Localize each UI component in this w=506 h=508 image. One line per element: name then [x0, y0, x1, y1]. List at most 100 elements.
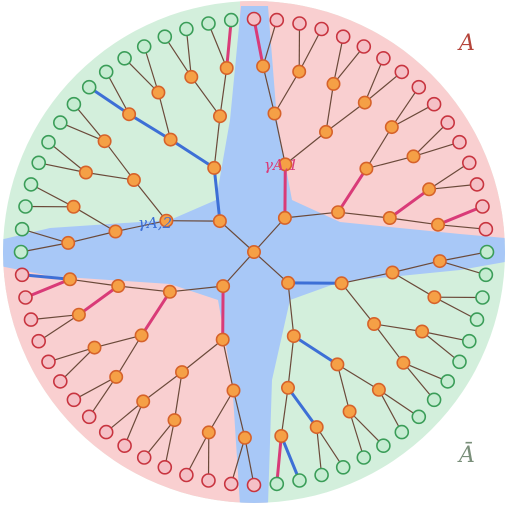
cut-edge-a1-10	[24, 277, 72, 299]
edge-l5-6	[364, 58, 384, 103]
edge-l4-5	[366, 155, 414, 170]
bulk-node-l4-28	[122, 107, 137, 122]
bulk-node-l4-1	[292, 64, 307, 79]
edge-l5-23	[402, 362, 435, 401]
bulk-node-l2-5	[162, 284, 177, 299]
boundary-node-20	[461, 333, 477, 349]
edge-l4-13	[336, 364, 351, 412]
edge-l5-1	[262, 19, 278, 67]
boundary-node-8	[411, 79, 427, 95]
boundary-node-47	[14, 267, 30, 283]
bulk-node-l4-30	[184, 69, 199, 84]
bulk-node-l3-2	[359, 161, 374, 176]
bulk-node-l4-15	[274, 428, 289, 443]
edge-l5-43	[48, 347, 95, 363]
boundary-node-3	[314, 21, 329, 37]
edge-l4-9	[392, 271, 435, 298]
edge-l3-5	[341, 282, 375, 325]
boundary-node-33	[223, 476, 239, 492]
boundary-node-6	[376, 50, 391, 66]
boundary-node-23	[426, 392, 442, 408]
edge-l2-3	[287, 282, 295, 337]
edge-l3-4	[341, 271, 393, 284]
edge-l5-40	[88, 376, 117, 418]
bulk-node-l3-8	[226, 383, 241, 398]
edge-l5-10	[413, 122, 449, 157]
boundary-node-1	[269, 12, 285, 28]
edge-l5-38	[124, 401, 144, 446]
edge-l5-35	[185, 432, 210, 476]
boundary-node-45	[23, 312, 39, 327]
boundary-node-4	[335, 29, 351, 45]
bulk-node-l3-7	[280, 380, 295, 395]
edge-l3-15	[213, 116, 221, 168]
edge-layer	[20, 17, 488, 486]
edge-l3-1	[284, 131, 327, 165]
edge-l2-5	[169, 285, 224, 293]
boundary-node-15	[478, 221, 494, 237]
bulk-node-l3-14	[163, 132, 178, 147]
boundary-node-43	[41, 354, 56, 370]
edge-l5-53	[48, 141, 87, 173]
edge-l4-11	[373, 323, 404, 364]
edge-l4-19	[142, 371, 183, 402]
cut-edge-a1-8	[140, 290, 172, 337]
edge-l3-7	[287, 336, 295, 388]
cut-edge-a2-7	[279, 434, 301, 482]
edge-l5-61	[185, 28, 192, 77]
edge-l5-5	[333, 46, 365, 85]
edge-l4-26	[85, 171, 134, 181]
boundary-node-44	[31, 333, 47, 349]
bulk-node-l3-0	[267, 106, 282, 121]
bulk-node-l4-7	[430, 217, 445, 232]
edge-l5-9	[391, 103, 435, 128]
bulk-node-l3-11	[111, 278, 126, 293]
edge-l4-12	[337, 363, 380, 391]
edge-l5-33	[230, 437, 246, 485]
boundary-node-36	[157, 459, 173, 475]
edge-l4-4	[365, 126, 393, 169]
bulk-node-l4-22	[71, 307, 86, 322]
edge-l3-0	[273, 113, 286, 165]
boundary-node-2	[292, 16, 307, 31]
edge-l4-8	[392, 260, 440, 274]
bulk-node-l2-0	[278, 157, 293, 172]
cut-edge-a2-3	[87, 85, 131, 116]
cut-edge-a2-5	[292, 334, 339, 366]
boundary-node-35	[179, 467, 194, 483]
bulk-node-l2-6	[159, 213, 174, 228]
cut-edge-a2-0	[212, 166, 222, 223]
bulk-node-l4-25	[66, 199, 81, 214]
bulk-node-l3-4	[385, 265, 400, 280]
boundary-node-7	[394, 64, 410, 80]
bulk-node-l4-29	[151, 85, 166, 100]
boundary-node-40	[81, 409, 97, 425]
bulk-node-l3-3	[382, 211, 397, 226]
boundary-node-24	[411, 409, 427, 425]
bulk-node-l4-24	[61, 235, 76, 250]
edge-l4-0	[262, 66, 276, 114]
cut-edge-a2-1	[169, 138, 216, 170]
boundary-node-55	[66, 96, 82, 112]
edge-l5-21	[421, 331, 460, 363]
boundary-node-18	[475, 290, 490, 305]
boundary-node-38	[117, 438, 132, 454]
edge-l5-4	[332, 36, 344, 85]
boundary-node-49	[14, 221, 30, 237]
boundary-node-5	[356, 39, 372, 54]
edge-l4-10	[374, 323, 423, 333]
boundary-node-13	[469, 177, 485, 192]
boundary-node-27	[356, 450, 372, 465]
edge-l5-49	[21, 228, 69, 244]
bulk-node-l4-17	[201, 425, 216, 440]
edge-l3-12	[115, 220, 167, 233]
boundary-node-59	[136, 39, 152, 54]
boundary-node-17	[478, 267, 494, 283]
bulk-node-l4-9	[427, 290, 442, 305]
edge-l5-36	[164, 419, 176, 468]
cut-edge-a1-3	[436, 205, 484, 227]
boundary-node-46	[18, 290, 33, 305]
edge-l5-19	[434, 296, 478, 321]
bulk-node-l4-18	[167, 413, 182, 428]
boundary-node-60	[157, 29, 173, 45]
